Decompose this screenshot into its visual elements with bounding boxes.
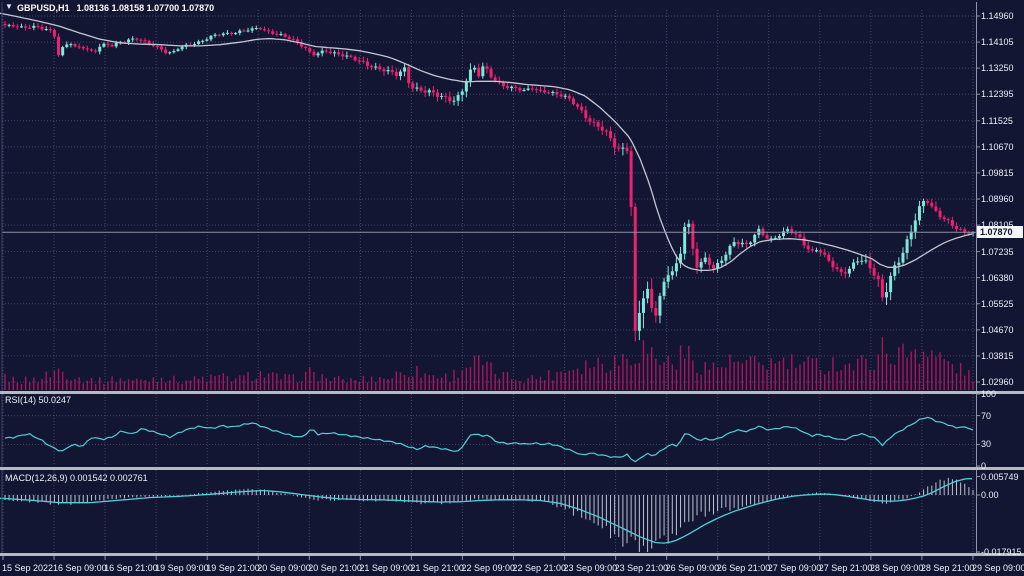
macd-signal-line	[0, 477, 973, 544]
price-tick-label: 1.06380	[981, 272, 1014, 283]
current-price-tag: 1.07870	[977, 226, 1023, 239]
time-tick-label: 27 Sep 09:00	[767, 563, 822, 573]
time-tick-label: 21 Sep 21:00	[410, 563, 464, 573]
time-tick-label: 16 Sep 21:00	[104, 563, 158, 573]
price-tick-label: 1.11525	[981, 115, 1013, 126]
chart-title: GBPUSD,H1 1.08136 1.08158 1.07700 1.07870	[17, 3, 214, 13]
ohlc-values: 1.08136 1.08158 1.07700 1.07870	[76, 3, 215, 13]
price-tick-label: 1.09815	[981, 167, 1014, 178]
rsi-indicator-label: RSI(14) 50.0247	[5, 395, 72, 405]
time-tick-label: 22 Sep 09:00	[461, 563, 515, 573]
rsi-line	[4, 416, 974, 463]
volume-layer	[4, 337, 974, 390]
macd-tick-label: 0.005749	[981, 471, 1019, 482]
time-tick-label: 29 Sep 09:00	[971, 563, 1024, 573]
time-tick-label: 28 Sep 21:00	[920, 563, 975, 573]
price-tick-label: 1.02960	[981, 377, 1014, 387]
price-tick-label: 1.10670	[981, 141, 1014, 152]
time-tick-label: 22 Sep 21:00	[512, 563, 567, 573]
time-tick-label: 20 Sep 21:00	[308, 563, 362, 573]
price-tick-label: 1.08105	[981, 220, 1014, 231]
time-tick-label: 26 Sep 21:00	[716, 563, 771, 573]
price-tick-label: 1.08960	[981, 194, 1014, 204]
moving-average-line	[0, 12, 973, 272]
macd-indicator-label: MACD(12,26,9) 0.001542 0.002761	[5, 473, 148, 483]
time-tick-label: 19 Sep 09:00	[155, 563, 209, 573]
rsi-tick-label: 100	[981, 389, 997, 399]
price-tick-label: 1.14105	[981, 37, 1014, 48]
price-tick-label: 1.07235	[981, 246, 1014, 257]
time-tick-label: 21 Sep 09:00	[359, 563, 413, 573]
rsi-tick-label: 70	[981, 410, 992, 421]
macd-tick-label: 0.00	[981, 490, 999, 500]
price-tick-label: 1.03815	[981, 350, 1014, 361]
price-tick-label: 1.14960	[981, 11, 1014, 21]
time-tick-label: 15 Sep 2022	[2, 563, 54, 573]
time-tick-label: 19 Sep 21:00	[206, 563, 260, 573]
frame-layer	[0, 2, 1024, 560]
time-tick-label: 28 Sep 09:00	[869, 563, 924, 573]
time-tick-label: 26 Sep 09:00	[665, 563, 720, 573]
time-tick-label: 27 Sep 21:00	[818, 563, 873, 573]
price-tick-label: 1.05525	[981, 298, 1014, 309]
price-tick-label: 1.13250	[981, 63, 1014, 74]
symbol-period-label: GBPUSD,H1	[17, 3, 70, 13]
candles-layer	[3, 21, 975, 342]
price-tick-label: 1.04670	[981, 324, 1014, 335]
time-tick-label: 16 Sep 09:00	[53, 563, 107, 573]
price-tick-label: 1.12395	[981, 89, 1014, 100]
time-tick-label: 23 Sep 09:00	[563, 563, 618, 573]
symbol-dropdown-icon[interactable]: ▼	[5, 2, 13, 11]
time-tick-label: 20 Sep 09:00	[257, 563, 311, 573]
rsi-tick-label: 30	[981, 439, 992, 450]
grid-layer	[2, 10, 976, 552]
time-tick-label: 23 Sep 21:00	[614, 563, 669, 573]
macd-histogram	[4, 477, 974, 552]
rsi-tick-label: 0	[981, 461, 987, 471]
macd-tick-label: -0.017915	[981, 547, 1022, 557]
